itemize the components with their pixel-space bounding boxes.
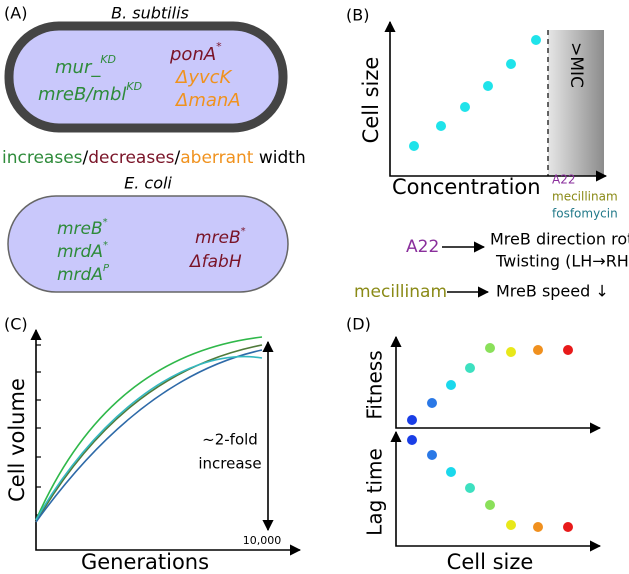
- x-axis-label: Concentration: [392, 175, 541, 199]
- drug: mecillinam: [552, 190, 618, 204]
- panel-label: (B): [346, 6, 369, 25]
- points: [409, 35, 541, 151]
- gene: ΔfabH: [188, 252, 242, 272]
- drug: A22: [552, 173, 575, 187]
- y-axis-label: Cell volume: [5, 378, 29, 502]
- gene: ΔyvcK: [174, 67, 233, 88]
- axes: [390, 430, 602, 552]
- curves: [35, 336, 263, 523]
- organism-title: E. coli: [124, 174, 172, 193]
- gene: mrdA*: [57, 240, 108, 262]
- effect: Twisting (LH→RH): [495, 252, 629, 271]
- axes: [390, 335, 602, 434]
- cell-shape: [7, 195, 289, 293]
- panel-label: (C): [4, 315, 28, 334]
- mic-label: >MIC: [566, 42, 586, 88]
- points: [407, 343, 573, 532]
- legend: increases/decreases/aberrant width: [2, 148, 306, 168]
- gene: mur_KD: [55, 53, 116, 78]
- gene: mreB*: [195, 226, 246, 248]
- effect: MreB direction rotates: [490, 230, 629, 249]
- cell-shape: [4, 21, 288, 133]
- gene: mreB*: [57, 217, 108, 239]
- x-axis-label: Cell size: [447, 550, 534, 574]
- x-axis-label: Generations: [81, 550, 209, 574]
- effect: MreB speed ↓: [496, 282, 609, 301]
- panel-label: (D): [346, 315, 371, 334]
- x-end-label: 10,000: [243, 534, 282, 547]
- panel-label: (A): [4, 4, 27, 23]
- drug: A22: [406, 237, 439, 257]
- annotation: ~2-fold: [202, 431, 258, 449]
- axes: [30, 328, 302, 556]
- y-axis-label: Lag time: [363, 448, 387, 536]
- axes: [384, 20, 608, 182]
- gene: mreB/mblKD: [38, 80, 142, 105]
- organism-title: B. subtilis: [111, 4, 189, 23]
- y-axis-label: Cell size: [359, 57, 383, 144]
- drug: mecillinam: [354, 282, 447, 302]
- y-axis-label: Fitness: [363, 350, 387, 419]
- gene: mrdAP: [57, 263, 110, 285]
- drug: fosfomycin: [552, 207, 618, 221]
- annotation: increase: [198, 455, 261, 473]
- gene: ΔmanA: [174, 90, 241, 111]
- gene: ponA*: [169, 40, 222, 65]
